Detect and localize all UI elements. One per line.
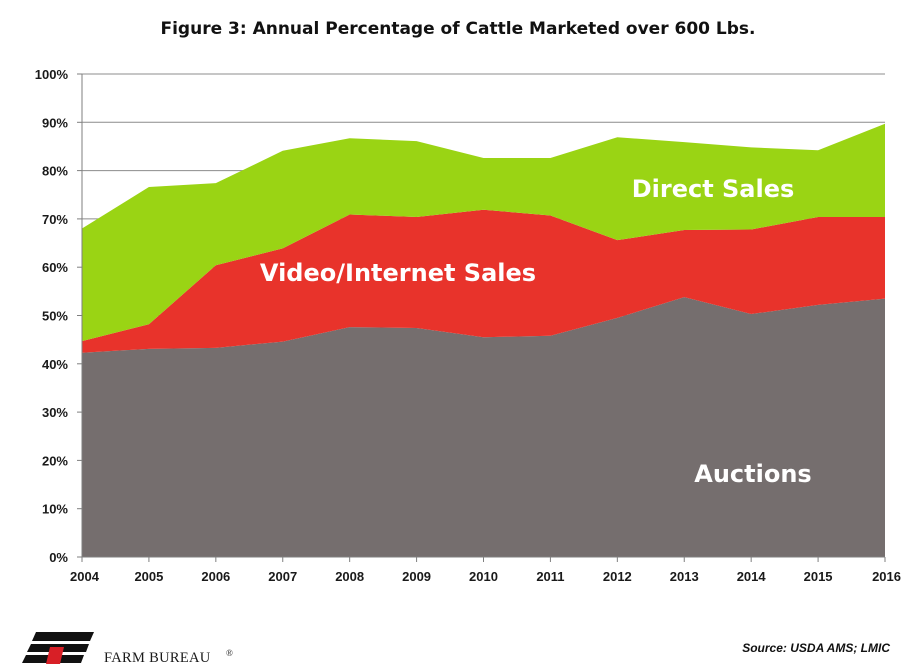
areas xyxy=(82,123,885,557)
y-tick-label: 90% xyxy=(42,115,68,130)
source-note: Source: USDA AMS; LMIC xyxy=(742,641,890,655)
label-auctions: Auctions xyxy=(694,460,811,488)
y-tick-label: 70% xyxy=(42,212,68,227)
x-tick-label: 2014 xyxy=(737,569,767,584)
y-tick-label: 50% xyxy=(42,309,68,324)
fb-logo-icon xyxy=(22,632,94,664)
chart-title: Figure 3: Annual Percentage of Cattle Ma… xyxy=(160,19,755,39)
y-tick-label: 80% xyxy=(42,164,68,179)
x-tick-label: 2005 xyxy=(134,569,163,584)
x-tick-label: 2015 xyxy=(804,569,833,584)
y-tick-label: 0% xyxy=(49,550,68,565)
y-tick-label: 40% xyxy=(42,357,68,372)
x-tick-label: 2004 xyxy=(70,569,100,584)
area-video-internet-sales xyxy=(82,209,885,353)
label-direct-sales: Direct Sales xyxy=(632,175,795,203)
farm-bureau-logo: FARM BUREAU ® xyxy=(22,632,233,664)
area-direct-sales xyxy=(82,123,885,342)
x-tick-label: 2012 xyxy=(603,569,632,584)
x-tick-label: 2009 xyxy=(402,569,431,584)
brand-name: FARM BUREAU xyxy=(104,650,211,664)
y-tick-label: 20% xyxy=(42,453,68,468)
x-tick-label: 2016 xyxy=(872,569,901,584)
y-tick-label: 100% xyxy=(35,67,69,82)
axes: 0% 10% 20% 30% 40% 50% 60% 70% 80% 90% 100% 2004 200… xyxy=(35,67,901,584)
label-video-internet-sales: Video/Internet Sales xyxy=(260,259,536,287)
x-tick-label: 2011 xyxy=(536,569,564,584)
x-tick-label: 2006 xyxy=(201,569,230,584)
x-tick-label: 2007 xyxy=(268,569,297,584)
area-auctions xyxy=(82,297,885,557)
x-tick-label: 2013 xyxy=(670,569,699,584)
brand-registered-mark: ® xyxy=(226,648,233,658)
y-tick-label: 30% xyxy=(42,405,68,420)
y-tick-label: 60% xyxy=(42,260,68,275)
y-tick-label: 10% xyxy=(42,502,68,517)
x-tick-label: 2010 xyxy=(469,569,498,584)
x-tick-label: 2008 xyxy=(335,569,364,584)
